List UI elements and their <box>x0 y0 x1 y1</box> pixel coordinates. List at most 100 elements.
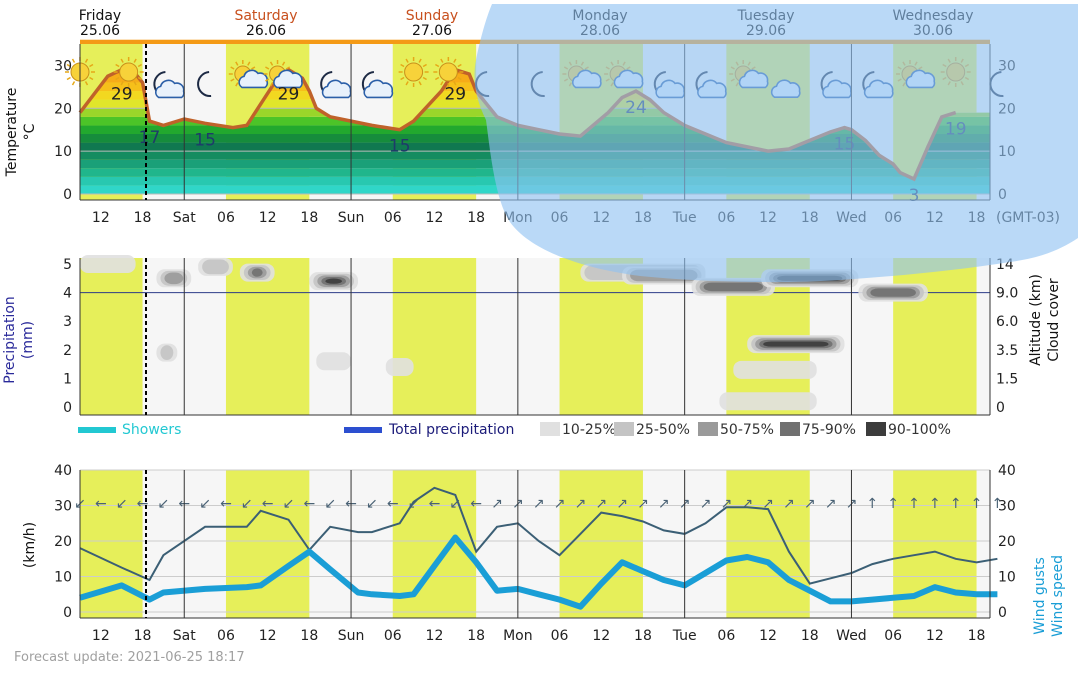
daylight-band <box>559 470 643 618</box>
cloud-shape <box>238 69 269 89</box>
wind-arrow: ↗ <box>700 496 712 512</box>
wind-axis-label: (km/h) <box>22 522 38 568</box>
cloud-cover-block <box>251 268 263 277</box>
daylight-band <box>893 258 977 415</box>
sun-ray <box>281 61 286 66</box>
x-tick-label: 12 <box>926 628 944 644</box>
x-tick-label: 12 <box>592 628 610 644</box>
sun-ray <box>285 66 291 70</box>
wind-arrow: ↗ <box>595 496 607 512</box>
y-tick-label: 30 <box>54 499 72 515</box>
sun-ray <box>84 81 89 86</box>
cloud-shape <box>273 69 303 89</box>
sun-ray <box>66 76 71 81</box>
wind-arrow: ↗ <box>825 496 837 512</box>
sun-ray <box>120 58 124 63</box>
x-tick-label: 06 <box>717 628 735 644</box>
x-tick-label: 18 <box>801 628 819 644</box>
wind-direction-arrows: ↙ ← ↙ ← ↙ ← ↙ ← ↙ ← ↙ ← ↙ ← ↙ ← ↙ ← ↙ ← ↗ ↗ ↗ ↗ ↗ ↗ ↗ ↗ ↗ ↗ ↗ ↗ ↗ ↗ ↗ ↗ ↗ ↗ ↑ ↑… <box>74 496 1003 512</box>
sun-ray <box>115 76 120 81</box>
sun-ray <box>400 63 405 68</box>
wind-arrow: ↙ <box>158 496 170 512</box>
cloud-level-swatch <box>866 422 886 436</box>
temperature-label: 17 <box>139 128 161 148</box>
y-tick-label: 3 <box>63 314 72 330</box>
wind-arrow: ↗ <box>783 496 795 512</box>
day-date: 26.06 <box>246 23 286 39</box>
wind-arrow: ↗ <box>637 496 649 512</box>
sun-ray <box>89 63 94 68</box>
sun-disc <box>438 62 458 82</box>
cloud-axis-label: Altitude (km) Cloud cover <box>1028 274 1062 366</box>
x-tick-label: 18 <box>467 210 485 226</box>
sun-ray <box>457 76 462 81</box>
x-tick-label: 18 <box>634 628 652 644</box>
wind-arrow: ← <box>387 496 399 512</box>
x-tick-label: 12 <box>259 210 277 226</box>
sun-ray <box>265 66 270 70</box>
sun-icon <box>398 57 429 87</box>
x-tick-label: Sun <box>338 628 365 644</box>
sun-ray <box>405 58 409 63</box>
cloud-cover-block <box>160 345 174 361</box>
cloud-level-label: 75-90% <box>802 422 856 438</box>
x-tick-label: 18 <box>134 628 152 644</box>
x-tick-label: 12 <box>759 628 777 644</box>
moon-cloud-icon <box>320 71 352 99</box>
y-tick-label: 0 <box>63 605 72 621</box>
sun-ray <box>422 63 427 68</box>
daylight-band <box>80 258 143 415</box>
wind-arrow: ↑ <box>929 496 941 512</box>
x-tick-label: 12 <box>92 628 110 644</box>
sun-ray <box>453 58 457 63</box>
y-tick-label-right: 30 <box>998 499 1016 515</box>
x-tick-label: 06 <box>217 210 235 226</box>
cloud-cover-block <box>325 278 342 284</box>
y-tick-label: 20 <box>54 101 72 117</box>
x-tick-label: 06 <box>551 628 569 644</box>
y-tick-label: 10 <box>54 144 72 160</box>
wind-arrow: ↗ <box>804 496 816 512</box>
x-tick-label: 12 <box>426 628 444 644</box>
y-tick-label: 1 <box>63 371 72 387</box>
cloud-level-label: 10-25% <box>562 422 616 438</box>
wind-arrow: ↗ <box>616 496 628 512</box>
y-tick-label: 0 <box>63 400 72 416</box>
temperature-label: 29 <box>111 85 133 105</box>
sun-ray <box>418 81 422 86</box>
forecast-update: Forecast update: 2021-06-25 18:17 <box>14 650 245 665</box>
daylight-band <box>726 470 810 618</box>
wind-arrow: ↗ <box>741 496 753 512</box>
legend: Showers Total precipitation 10-25% 25-50%… <box>78 422 951 438</box>
moon-cloud-icon <box>153 71 185 99</box>
sun-ray <box>66 63 71 68</box>
y-tick-label: 20 <box>54 534 72 550</box>
wind-arrow: ↙ <box>324 496 336 512</box>
sun-ray <box>137 76 143 81</box>
showers-swatch <box>78 427 116 433</box>
x-tick-label: 18 <box>300 628 318 644</box>
cloud-cover-block <box>164 272 184 285</box>
sun-icon <box>433 57 464 87</box>
x-tick-label: 12 <box>92 210 110 226</box>
y-tick-label-right: 40 <box>998 463 1016 479</box>
cloud-cover-block <box>385 357 414 376</box>
temperature-label: 29 <box>278 85 300 105</box>
wind-arrow: ↑ <box>992 496 1004 512</box>
cloud-level-swatch <box>614 422 634 436</box>
wind-arrow: ↗ <box>762 496 774 512</box>
sun-ray <box>133 58 137 63</box>
cloud-level-label: 25-50% <box>636 422 690 438</box>
x-tick-label: Wed <box>836 628 867 644</box>
sun-ray <box>422 76 427 81</box>
y-tick-label: 4 <box>63 286 72 302</box>
wind-speed-line <box>79 534 998 610</box>
temperature-label: 15 <box>194 130 216 150</box>
sun-ray <box>418 58 422 63</box>
y-tick-label: 10 <box>54 570 72 586</box>
sun-ray <box>457 63 462 68</box>
x-tick-label: 06 <box>884 628 902 644</box>
sun-ray <box>440 81 444 86</box>
sun-ray <box>137 63 143 68</box>
